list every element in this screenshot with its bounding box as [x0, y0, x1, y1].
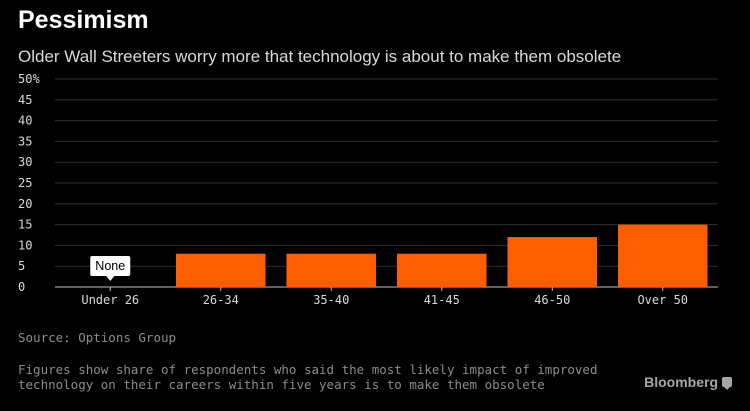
bar — [507, 237, 598, 287]
speech-bubble-icon — [722, 377, 732, 390]
bar — [617, 224, 708, 287]
y-tick-label: 50% — [18, 72, 40, 86]
y-tick-label: 25 — [18, 176, 32, 190]
x-tick-label: 41-45 — [424, 293, 460, 307]
chart-title: Pessimism — [18, 6, 149, 34]
x-tick-label: Under 26 — [81, 293, 139, 307]
brand-label: Bloomberg — [644, 374, 718, 390]
y-axis-ticks: 0 5 10 15 20 25 30 35 40 45 50% — [18, 72, 40, 294]
y-tick-label: 30 — [18, 155, 32, 169]
y-tick-label: 45 — [18, 93, 32, 107]
y-tick-label: 20 — [18, 197, 32, 211]
chart-subtitle: Older Wall Streeters worry more that tec… — [18, 47, 622, 66]
x-tick-label: 46-50 — [534, 293, 570, 307]
x-tick-label: Over 50 — [637, 293, 688, 307]
x-axis-ticks: Under 26 26-34 35-40 41-45 46-50 Over 50 — [81, 287, 688, 307]
annotation-box — [90, 256, 131, 276]
annotations: None — [90, 256, 131, 281]
y-tick-label: 0 — [18, 280, 25, 294]
bar — [286, 253, 377, 287]
bar-chart: 0 5 10 15 20 25 30 35 40 45 50% Under 26 26-34 35-40… — [18, 72, 718, 307]
grid-layer — [55, 78, 718, 288]
footnote: Figures show share of respondents who sa… — [18, 362, 598, 392]
y-tick-label: 5 — [18, 259, 25, 273]
bars — [175, 224, 708, 287]
source-note: Source: Options Group — [18, 330, 177, 345]
y-tick-label: 10 — [18, 238, 32, 252]
y-tick-label: 40 — [18, 114, 32, 128]
y-tick-label: 15 — [18, 218, 32, 232]
annotation-label: None — [95, 259, 125, 273]
x-tick-label: 35-40 — [313, 293, 349, 307]
brand-logo: Bloomberg — [644, 374, 732, 390]
y-tick-label: 35 — [18, 134, 32, 148]
bar — [175, 253, 266, 287]
bar — [396, 253, 487, 287]
x-tick-label: 26-34 — [203, 293, 239, 307]
annotation-pointer — [106, 276, 115, 281]
